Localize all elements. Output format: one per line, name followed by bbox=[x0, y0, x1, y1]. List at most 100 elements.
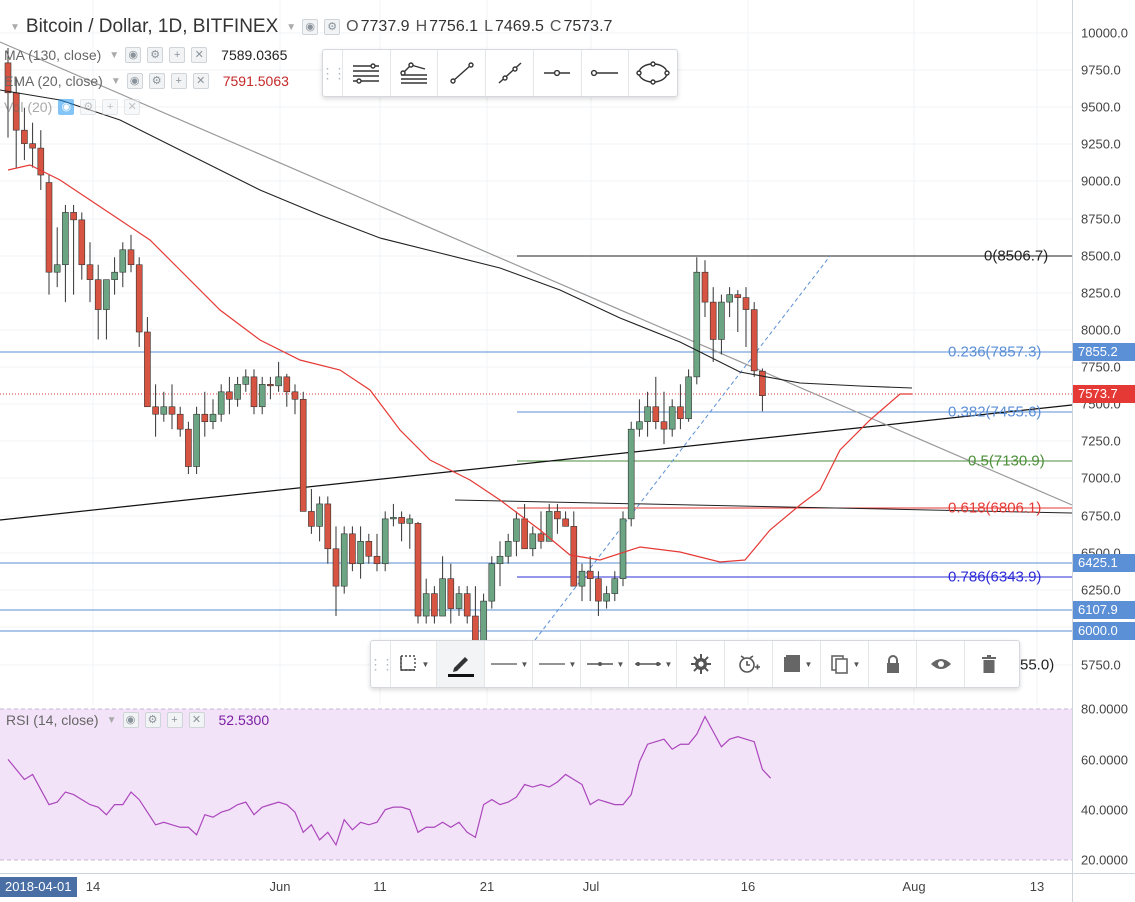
ema-line[interactable] bbox=[7, 164, 912, 563]
candle bbox=[267, 376, 274, 400]
candle bbox=[398, 511, 405, 542]
clone-icon[interactable]: ▼ bbox=[821, 641, 869, 687]
drag-handle-icon[interactable]: ⋮⋮ bbox=[369, 641, 395, 687]
rsi-canvas[interactable] bbox=[0, 705, 1072, 873]
drag-handle-icon[interactable]: ⋮⋮ bbox=[321, 50, 347, 96]
candle-body bbox=[701, 271, 709, 303]
chevron-down-icon[interactable]: ▼ bbox=[286, 21, 297, 33]
candle-body bbox=[275, 376, 282, 387]
line-style-icon-2[interactable]: ▼ bbox=[533, 641, 581, 687]
candle bbox=[144, 317, 151, 408]
gear-icon[interactable]: ⚙ bbox=[147, 47, 164, 63]
candle bbox=[340, 526, 348, 594]
rsi-axis[interactable]: 80.0000 60.0000 40.0000 20.0000 bbox=[1072, 702, 1135, 873]
lock-icon[interactable] bbox=[869, 641, 917, 687]
eye-icon[interactable]: ◉ bbox=[302, 19, 319, 35]
rsi-name[interactable]: RSI (14, close) bbox=[6, 712, 99, 728]
ma-value: 7589.0365 bbox=[221, 47, 288, 63]
candle-body bbox=[554, 511, 561, 520]
descending-trend-line[interactable] bbox=[0, 41, 1072, 506]
candle bbox=[316, 496, 323, 542]
price-chart-pane[interactable] bbox=[0, 0, 1072, 705]
plus-icon[interactable]: + bbox=[166, 712, 183, 728]
extended-line-icon[interactable] bbox=[582, 50, 630, 96]
horizontal-lines-icon[interactable] bbox=[343, 50, 391, 96]
parallel-channel-icon[interactable] bbox=[391, 50, 439, 96]
gear-icon[interactable]: ⚙ bbox=[148, 73, 165, 89]
candle-body bbox=[291, 391, 299, 400]
candle-body bbox=[226, 391, 233, 400]
trend-line-icon[interactable] bbox=[438, 50, 487, 96]
eye-icon[interactable]: ◉ bbox=[125, 47, 142, 63]
candle bbox=[513, 511, 520, 557]
candle-body bbox=[209, 413, 217, 423]
chevron-down-icon[interactable]: ▼ bbox=[106, 714, 117, 726]
resistance-line[interactable] bbox=[454, 499, 1072, 514]
horizontal-ray-icon[interactable] bbox=[534, 50, 582, 96]
close-icon[interactable]: ✕ bbox=[188, 712, 205, 728]
ellipse-icon[interactable] bbox=[629, 50, 677, 96]
candle bbox=[135, 257, 143, 347]
alert-clock-icon[interactable] bbox=[725, 641, 773, 687]
template-icon[interactable]: ▼ bbox=[773, 641, 821, 687]
eye-icon[interactable]: ◉ bbox=[58, 99, 75, 115]
collapse-arrow-icon[interactable]: ▼ bbox=[10, 21, 20, 33]
candle-body bbox=[709, 301, 717, 340]
candle bbox=[37, 130, 45, 190]
close-icon[interactable]: ✕ bbox=[191, 47, 208, 63]
line-end-icon[interactable]: ▼ bbox=[581, 641, 629, 687]
ray-icon[interactable] bbox=[486, 50, 534, 96]
fib-label-0618: 0.618(6806.1) bbox=[948, 499, 1042, 517]
candle-body bbox=[29, 143, 36, 149]
gear-icon[interactable]: ⚙ bbox=[324, 19, 341, 35]
candle bbox=[21, 107, 28, 161]
time-tick-label: 13 bbox=[1029, 879, 1045, 894]
candle-body bbox=[357, 540, 364, 565]
rsi-pane[interactable] bbox=[0, 705, 1072, 873]
gear-icon[interactable]: ⚙ bbox=[144, 712, 161, 728]
candle bbox=[234, 376, 241, 407]
ma-name[interactable]: MA (130, close) bbox=[4, 47, 102, 63]
ascending-trend-line[interactable] bbox=[0, 404, 1072, 521]
close-icon[interactable]: ✕ bbox=[192, 73, 209, 89]
ma-line[interactable] bbox=[0, 89, 913, 389]
candle bbox=[734, 290, 742, 332]
trend-lines[interactable] bbox=[0, 41, 1072, 521]
line-both-ends-icon[interactable]: ▼ bbox=[629, 641, 677, 687]
time-axis[interactable]: 14 Jun 11 21 Jul 16 Aug 13 2018-04-01 bbox=[0, 873, 1072, 902]
candle bbox=[308, 488, 315, 534]
candle-body bbox=[414, 523, 422, 617]
eye-icon[interactable]: ◉ bbox=[126, 73, 143, 89]
candle bbox=[103, 279, 110, 340]
time-tick-label: 11 bbox=[373, 879, 387, 894]
gear-icon[interactable] bbox=[677, 641, 725, 687]
candle-body bbox=[242, 376, 250, 385]
trash-icon[interactable] bbox=[965, 641, 1013, 687]
candle-body bbox=[103, 279, 110, 310]
rsi-tick-label: 40.0000 bbox=[1081, 802, 1128, 818]
plus-icon[interactable]: + bbox=[102, 99, 119, 115]
ema-name[interactable]: EMA (20, close) bbox=[4, 73, 103, 89]
fib-label-0786: 0.786(6343.9) bbox=[948, 568, 1042, 586]
candle-body bbox=[750, 309, 758, 372]
plus-icon[interactable]: + bbox=[170, 73, 187, 89]
pencil-icon[interactable] bbox=[437, 641, 485, 687]
ohlc-low: L 7469.5 bbox=[484, 18, 544, 35]
plus-icon[interactable]: + bbox=[169, 47, 186, 63]
gear-icon[interactable]: ⚙ bbox=[80, 99, 97, 115]
eye-icon[interactable] bbox=[917, 641, 965, 687]
chevron-down-icon[interactable]: ▼ bbox=[109, 49, 120, 61]
select-area-icon[interactable]: ▼ bbox=[391, 641, 437, 687]
line-style-icon[interactable]: ▼ bbox=[485, 641, 533, 687]
candle bbox=[127, 234, 135, 273]
chevron-down-icon[interactable]: ▼ bbox=[110, 75, 121, 87]
close-icon[interactable]: ✕ bbox=[124, 99, 141, 115]
candle bbox=[414, 521, 422, 624]
vol-name[interactable]: Vol (20) bbox=[4, 99, 53, 115]
price-chart-canvas[interactable] bbox=[0, 0, 1072, 705]
candle bbox=[668, 399, 676, 437]
eye-icon[interactable]: ◉ bbox=[122, 712, 139, 728]
rsi-line[interactable] bbox=[7, 715, 772, 847]
price-axis[interactable]: 10000.0 9750.0 9500.0 9250.0 9000.0 8750.0 850… bbox=[1072, 0, 1135, 705]
symbol-title[interactable]: Bitcoin / Dollar, 1D, BITFINEX bbox=[25, 16, 279, 37]
